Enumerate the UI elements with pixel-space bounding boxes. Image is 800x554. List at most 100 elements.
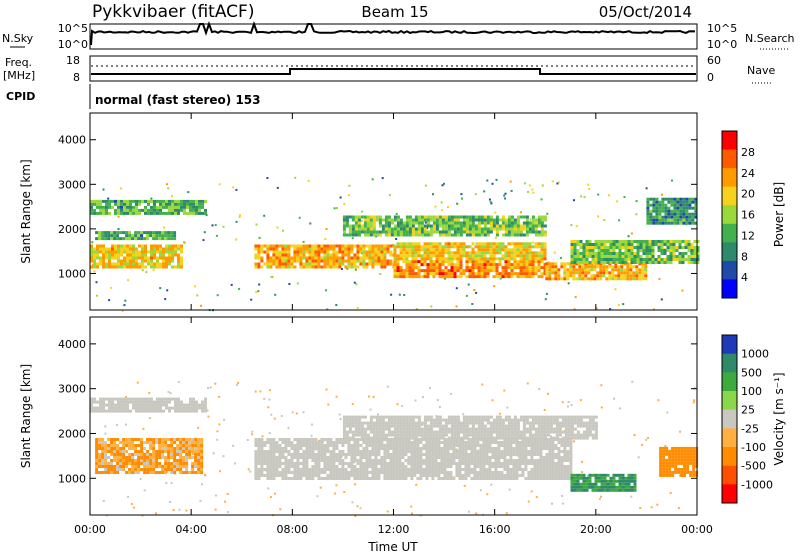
echo-cell [407, 450, 411, 453]
echo-cell [96, 199, 99, 203]
echo-cell [393, 418, 397, 422]
echo-cell [420, 260, 424, 264]
echo-cell [623, 268, 627, 272]
echo-cell [150, 208, 153, 212]
echo-cell [450, 221, 454, 225]
echo-cell [629, 274, 633, 278]
echo-cell [392, 462, 396, 465]
echo-cell [444, 218, 448, 222]
echo-cell [362, 265, 366, 269]
echo-cell [441, 221, 445, 225]
echo-cell [326, 259, 330, 263]
echo-cell [513, 248, 517, 252]
echo-cell [411, 230, 415, 234]
echo-cell [456, 248, 460, 252]
colorbar-tick-label: 16 [741, 209, 755, 222]
echo-cell [503, 474, 507, 477]
echo-cell [335, 468, 339, 471]
echo-cell [612, 258, 616, 261]
scatter-point [566, 405, 569, 408]
echo-cell [204, 409, 207, 413]
echo-cell [174, 253, 177, 257]
echo-cell [144, 256, 147, 260]
echo-cell [542, 465, 546, 468]
echo-cell [509, 453, 513, 456]
echo-cell [114, 409, 117, 413]
echo-cell [374, 250, 378, 254]
scatter-point [335, 484, 338, 487]
echo-cell [477, 260, 481, 264]
echo-cell [456, 218, 460, 222]
echo-cell [305, 474, 309, 477]
scatter-point [471, 303, 474, 305]
echo-cell [405, 242, 409, 246]
echo-cell [392, 456, 396, 459]
echo-cell [146, 231, 150, 235]
echo-cell [480, 263, 484, 267]
echo-cell [557, 453, 561, 456]
echo-cell [257, 456, 261, 459]
echo-cell [384, 424, 388, 428]
echo-cell [480, 275, 484, 279]
scatter-point [661, 193, 663, 196]
echo-cell [401, 456, 405, 459]
echo-cell [408, 427, 412, 431]
echo-cell [500, 441, 504, 444]
echo-cell [119, 459, 123, 462]
echo-cell [473, 444, 477, 447]
echo-cell [126, 406, 129, 410]
echo-cell [386, 468, 390, 471]
echo-cell [383, 450, 387, 453]
echo-cell [117, 199, 120, 203]
echo-cell [483, 245, 487, 249]
echo-cell [200, 462, 204, 465]
echo-cell [519, 266, 523, 270]
echo-cell [113, 450, 117, 453]
echo-cell [440, 447, 444, 450]
echo-cell [554, 274, 558, 278]
echo-cell [278, 450, 282, 453]
echo-cell [320, 438, 324, 441]
echo-cell [447, 230, 451, 234]
echo-cell [126, 202, 129, 206]
echo-cell [525, 254, 529, 258]
colorbar-tick-label: 8 [741, 250, 748, 263]
echo-cell [390, 415, 394, 419]
echo-cell [489, 227, 493, 231]
echo-cell [477, 263, 481, 267]
echo-cell [326, 441, 330, 444]
echo-cell [405, 415, 409, 419]
echo-cell [153, 244, 156, 248]
echo-cell [573, 246, 577, 249]
echo-cell [128, 462, 132, 465]
echo-cell [167, 438, 171, 441]
echo-cell [408, 266, 412, 270]
echo-cell [141, 403, 144, 407]
echo-cell [363, 430, 367, 434]
echo-cell [648, 261, 652, 264]
echo-cell [152, 438, 156, 441]
echo-cell [116, 450, 120, 453]
echo-cell [393, 251, 397, 255]
echo-cell [171, 208, 174, 212]
scatter-point [499, 277, 502, 280]
echo-cell [494, 453, 498, 456]
echo-cell [660, 243, 664, 246]
echo-cell [95, 438, 99, 441]
scatter-point [235, 238, 238, 241]
echo-cell [521, 462, 525, 465]
echo-cell [378, 436, 382, 440]
echo-cell [153, 211, 156, 215]
echo-cell [341, 450, 345, 453]
echo-cell [110, 444, 114, 447]
echo-cell [107, 465, 111, 468]
echo-cell [428, 456, 432, 459]
freq-tick-top: 18 [66, 54, 80, 67]
echo-cell [369, 230, 373, 234]
echo-cell [119, 237, 123, 241]
echo-cell [275, 259, 279, 263]
echo-cell [641, 268, 645, 272]
echo-cell [597, 249, 601, 252]
echo-cell [123, 205, 126, 209]
colorbar-swatch [722, 279, 737, 299]
